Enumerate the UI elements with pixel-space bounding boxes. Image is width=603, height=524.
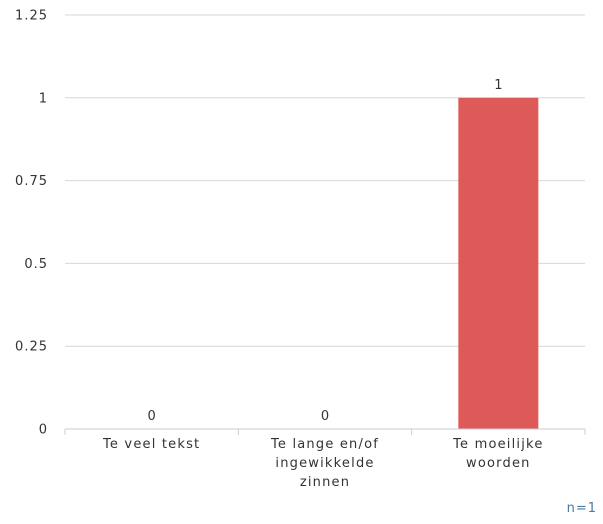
- y-tick-label: 0.25: [15, 340, 48, 355]
- y-tick-label: 1: [39, 91, 48, 106]
- y-tick-label: 0.5: [24, 257, 48, 272]
- x-tick-label: woorden: [466, 456, 531, 471]
- x-tick-label: Te lange en/of: [270, 437, 379, 452]
- data-label: 0: [321, 409, 329, 424]
- data-labels: 0 0 1: [148, 78, 503, 424]
- y-tick-label: 1.25: [15, 9, 48, 24]
- bars: [458, 97, 539, 430]
- data-label: 0: [148, 409, 156, 424]
- x-tick-label: Te veel tekst: [102, 437, 200, 452]
- y-axis-tick-labels: 0 0.25 0.5 0.75 1 1.25: [15, 9, 48, 438]
- bar: [458, 97, 539, 430]
- y-tick-label: 0: [39, 423, 48, 438]
- data-label: 1: [494, 78, 502, 93]
- x-tick-label: zinnen: [300, 475, 350, 490]
- x-axis: Te veel tekst Te lange en/of ingewikkelde z…: [64, 428, 586, 490]
- y-tick-label: 0.75: [15, 174, 48, 189]
- x-tick-label: Te moeilijke: [452, 437, 543, 452]
- x-tick-label: ingewikkelde: [275, 456, 374, 471]
- sample-size-note: n=1: [566, 501, 597, 516]
